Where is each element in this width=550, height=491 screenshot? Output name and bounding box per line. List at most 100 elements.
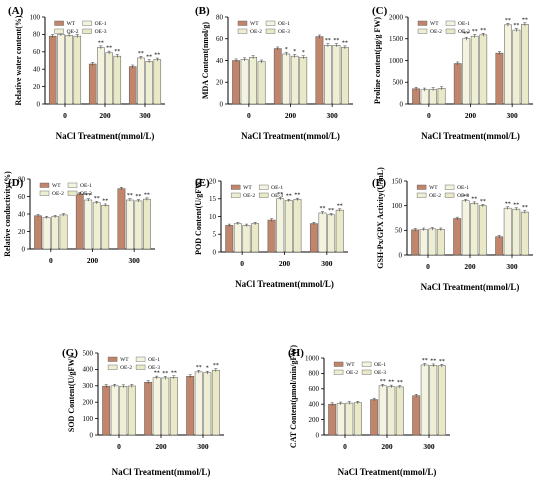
bar-wt-0 (328, 403, 337, 436)
y-tick-label: 1000 (389, 57, 404, 65)
bar-oe-2-0 (428, 228, 437, 256)
significance-marker: ** (388, 380, 394, 386)
y-tick-label: 40 (216, 57, 224, 65)
y-tick-label: 1000 (305, 354, 320, 362)
bar-oe-3-300 (211, 369, 220, 436)
panel-label: (H) (288, 347, 304, 359)
y-tick-label: 100 (30, 13, 41, 21)
legend-swatch-oe-1 (67, 182, 78, 188)
bar-oe-2-200 (284, 200, 293, 253)
bar-oe-3-300 (153, 59, 162, 105)
legend-swatch-oe-2 (237, 28, 248, 34)
bar-oe-2-200 (470, 35, 479, 105)
significance-marker: ** (463, 194, 469, 200)
bar-oe-3-0 (251, 223, 260, 253)
legend-label: OE-3 (374, 370, 386, 376)
chart-panel-1: (A) 0 20 40 60 80 100 Relative water content(%)… (8, 5, 165, 141)
bar-oe-1-0 (336, 403, 345, 436)
bar-oe-1-0 (233, 223, 242, 253)
legend-swatch-oe-3 (67, 190, 78, 196)
legend-label: OE-3 (278, 29, 290, 35)
significance-marker: * (302, 50, 305, 56)
bar-oe-1-200 (282, 53, 291, 105)
legend-swatch-oe-2 (333, 369, 344, 375)
bar-oe-3-200 (299, 56, 308, 105)
bar-oe-3-300 (341, 47, 349, 105)
y-tick-label: 600 (309, 385, 320, 393)
bar-oe-2-200 (105, 52, 113, 105)
legend-label: OE-2 (250, 29, 262, 35)
legend-swatch-oe-2 (107, 364, 118, 370)
bar-wt-300 (315, 36, 324, 105)
bar-wt-200 (273, 48, 282, 105)
bar-oe-3-0 (353, 402, 362, 436)
bar-oe-1-0 (240, 59, 249, 105)
significance-marker: ** (154, 371, 160, 377)
y-tick-label: 0 (400, 100, 404, 108)
x-axis-title: NaCl Treatment(mmol/L) (112, 467, 211, 477)
bar-oe-2-0 (345, 402, 354, 436)
legend-label: OE-1 (458, 21, 470, 27)
panel-label: (A) (8, 5, 24, 17)
significance-marker: ** (135, 194, 141, 200)
legend-swatch-oe-1 (444, 184, 455, 190)
bar-oe-3-200 (101, 205, 110, 250)
bar-oe-1-200 (378, 385, 387, 436)
significance-marker: ** (439, 359, 445, 365)
y-tick-label: 60 (18, 193, 26, 201)
bar-wt-300 (128, 66, 137, 105)
y-tick-label: 200 (309, 416, 320, 424)
bar-wt-0 (411, 229, 420, 256)
significance-marker: ** (505, 201, 511, 207)
bar-oe-3-200 (479, 34, 488, 105)
y-tick-label: 40 (33, 66, 41, 74)
x-axis-title: NaCl Treatment(mmol/L) (421, 131, 520, 141)
y-axis-title: CAT Content(μmol/min/gFW) (289, 345, 298, 448)
bar-wt-300 (412, 395, 421, 436)
legend-swatch-oe-3 (361, 369, 372, 375)
legend-swatch-oe-2 (417, 28, 428, 34)
significance-marker: ** (333, 38, 339, 44)
bar-oe-3-0 (437, 88, 446, 105)
legend-label: OE-2 (52, 191, 64, 197)
y-tick-label: 150 (392, 177, 403, 185)
significance-marker: ** (94, 196, 100, 202)
x-category-label: 200 (155, 442, 167, 451)
legend-label: OE-2 (429, 193, 441, 199)
significance-marker: * (285, 47, 288, 53)
bar-oe-2-0 (65, 35, 73, 105)
x-category-label: 0 (343, 442, 347, 451)
significance-marker: ** (106, 46, 112, 52)
legend-swatch-oe-1 (82, 20, 92, 26)
y-axis-title: Relative water content(%) (14, 15, 23, 105)
bar-wt-200 (144, 381, 153, 436)
bar-oe-1-0 (419, 229, 428, 256)
significance-marker: ** (463, 32, 469, 38)
y-axis-title: Relative conductivity(%) (3, 171, 12, 257)
y-tick-label: 5 (213, 231, 217, 239)
bar-oe-3-200 (113, 55, 122, 105)
significance-marker: ** (480, 28, 486, 34)
x-category-label: 200 (285, 111, 297, 120)
legend-label: OE-1 (80, 183, 92, 189)
legend-label: OE-2 (430, 29, 442, 35)
bar-oe-1-200 (97, 47, 105, 105)
bar-oe-3-200 (169, 377, 178, 436)
significance-marker: ** (154, 53, 160, 59)
legend-swatch-oe-2 (39, 190, 50, 196)
x-category-label: 0 (426, 262, 430, 271)
significance-marker: ** (114, 49, 120, 55)
bar-oe-1-0 (420, 89, 429, 105)
bar-oe-1-200 (84, 199, 93, 250)
x-category-label: 200 (87, 256, 99, 265)
bar-oe-2-0 (249, 56, 257, 105)
bar-oe-1-300 (324, 45, 332, 105)
legend-label: OE-1 (271, 185, 283, 191)
legend-swatch-wt (416, 184, 427, 190)
legend-swatch-oe-2 (230, 192, 241, 198)
significance-marker: ** (513, 23, 519, 29)
legend-swatch-wt (39, 182, 50, 188)
legend-swatch-oe-3 (445, 28, 456, 34)
significance-marker: ** (472, 29, 478, 35)
